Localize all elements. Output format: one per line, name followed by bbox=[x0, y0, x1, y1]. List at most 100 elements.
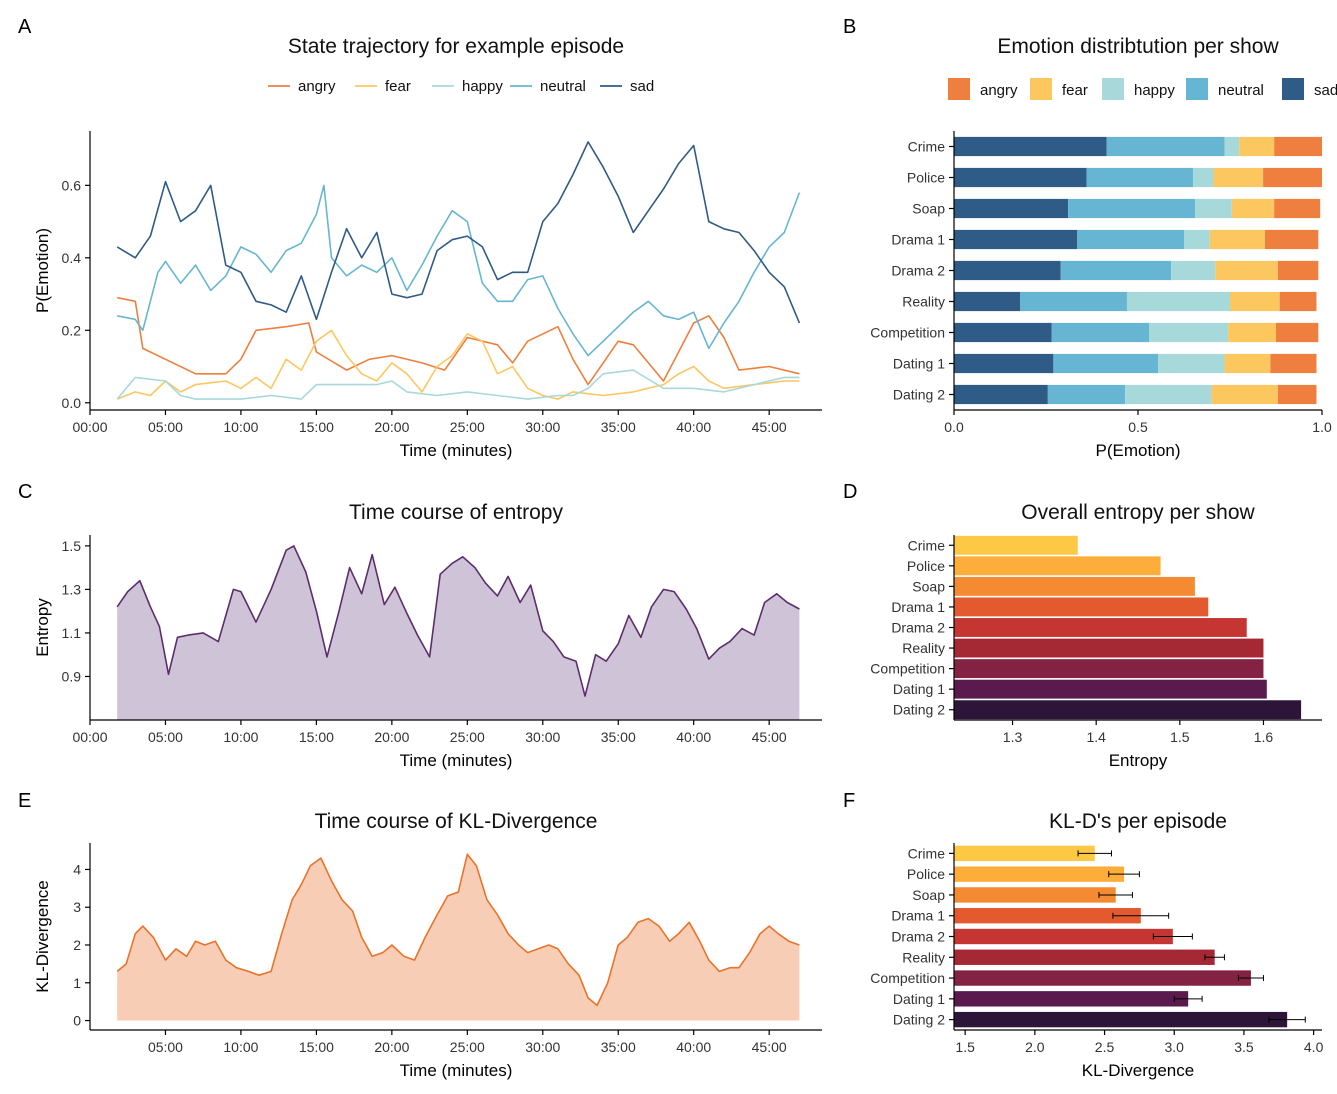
x-tick-label: 35:00 bbox=[601, 419, 636, 435]
bar-police bbox=[954, 866, 1125, 882]
legend-label-fear: fear bbox=[385, 78, 411, 95]
legend-label-neutral: neutral bbox=[1218, 82, 1264, 99]
x-tick-label: 45:00 bbox=[752, 729, 787, 745]
chart-title: State trajectory for example episode bbox=[288, 35, 624, 58]
x-tick-label: 25:00 bbox=[450, 419, 485, 435]
category-label: Drama 1 bbox=[891, 599, 945, 615]
category-label: Crime bbox=[908, 845, 946, 861]
bar-segment-angry bbox=[1270, 353, 1317, 374]
panel-letter: D bbox=[843, 481, 857, 503]
legend-label-happy: happy bbox=[1134, 82, 1175, 99]
bar-drama-1 bbox=[954, 908, 1141, 924]
bar-competition bbox=[954, 659, 1264, 679]
series-line-happy bbox=[116, 369, 800, 400]
bar-drama-1 bbox=[954, 597, 1209, 617]
category-label: Competition bbox=[870, 325, 945, 341]
bar-segment-sad bbox=[954, 229, 1078, 250]
category-label: Crime bbox=[908, 139, 946, 155]
bar-crime bbox=[954, 845, 1095, 862]
bar-segment-angry bbox=[1277, 384, 1317, 405]
y-tick-label: 1 bbox=[73, 975, 81, 991]
y-tick-label: 2 bbox=[73, 937, 81, 953]
chart-title: Emotion distribtution per show bbox=[997, 35, 1279, 58]
bar-segment-angry bbox=[1274, 136, 1322, 157]
x-tick-label: 2.5 bbox=[1095, 1039, 1115, 1055]
legend-swatch-sad bbox=[1282, 78, 1304, 100]
x-tick-label: 30:00 bbox=[525, 1039, 560, 1055]
x-tick-label: 0.0 bbox=[944, 419, 964, 435]
bar-reality bbox=[954, 949, 1215, 965]
panel-letter: B bbox=[843, 16, 856, 38]
x-tick-label: 20:00 bbox=[374, 729, 409, 745]
category-label: Drama 1 bbox=[891, 908, 945, 924]
bar-segment-happy bbox=[1125, 384, 1212, 405]
x-tick-label: 15:00 bbox=[299, 729, 334, 745]
bar-police bbox=[954, 556, 1161, 576]
bar-segment-happy bbox=[1224, 136, 1240, 157]
panel-letter: E bbox=[18, 790, 31, 812]
category-label: Soap bbox=[912, 887, 945, 903]
bar-segment-neutral bbox=[1077, 229, 1184, 250]
y-tick-label: 1.1 bbox=[62, 625, 82, 641]
y-tick-label: 0 bbox=[73, 1013, 81, 1029]
bar-segment-angry bbox=[1263, 167, 1322, 188]
bar-segment-fear bbox=[1213, 167, 1264, 188]
panel-b-emotion-distribution: B Emotion distribtution per show Crime Poli… bbox=[843, 16, 1337, 460]
x-tick-label: 35:00 bbox=[601, 1039, 636, 1055]
x-tick-label: 45:00 bbox=[752, 419, 787, 435]
x-axis-label: Time (minutes) bbox=[400, 751, 513, 770]
bar-segment-sad bbox=[954, 167, 1087, 188]
legend-swatch-neutral bbox=[1186, 78, 1208, 100]
x-tick-label: 40:00 bbox=[676, 1039, 711, 1055]
bar-segment-sad bbox=[954, 291, 1021, 312]
bar-segment-angry bbox=[1276, 322, 1319, 343]
legend-swatch-angry bbox=[948, 78, 970, 100]
category-label: Drama 1 bbox=[891, 232, 945, 248]
panel-a-trajectory: A State trajectory for example episode 00:… bbox=[18, 16, 822, 460]
area-fill bbox=[117, 854, 800, 1021]
chart-title: Time course of KL-Divergence bbox=[315, 810, 598, 833]
legend-label-sad: sad bbox=[630, 78, 654, 95]
x-tick-label: 1.0 bbox=[1312, 419, 1332, 435]
bar-segment-happy bbox=[1126, 291, 1230, 312]
series-line-kl bbox=[116, 853, 800, 1007]
x-tick-label: 00:00 bbox=[72, 729, 107, 745]
x-tick-label: 1.3 bbox=[1003, 729, 1023, 745]
category-label: Drama 2 bbox=[891, 620, 945, 636]
legend-swatch-fear bbox=[1030, 78, 1052, 100]
bar-segment-sad bbox=[954, 353, 1054, 374]
x-tick-label: 35:00 bbox=[601, 729, 636, 745]
x-tick-label: 3.0 bbox=[1165, 1039, 1185, 1055]
legend-label-angry: angry bbox=[980, 82, 1018, 99]
bar-segment-neutral bbox=[1053, 353, 1159, 374]
x-tick-label: 20:00 bbox=[374, 419, 409, 435]
bar-dating-2 bbox=[954, 1011, 1288, 1028]
bar-segment-fear bbox=[1228, 322, 1276, 343]
bar-dating-1 bbox=[954, 991, 1189, 1007]
bar-segment-fear bbox=[1211, 384, 1278, 405]
panel-c-entropy-timecourse: C Time course of entropy 00:00 05:00 10:00 15… bbox=[18, 481, 822, 770]
bar-segment-angry bbox=[1277, 260, 1319, 281]
category-label: Dating 2 bbox=[893, 387, 945, 403]
y-tick-label: 4 bbox=[73, 861, 81, 877]
category-label: Reality bbox=[902, 949, 945, 965]
category-label: Dating 1 bbox=[893, 681, 945, 697]
x-tick-label: 40:00 bbox=[676, 729, 711, 745]
x-tick-label: 20:00 bbox=[374, 1039, 409, 1055]
category-label: Police bbox=[907, 866, 945, 882]
legend-label-fear: fear bbox=[1062, 82, 1088, 99]
category-label: Police bbox=[907, 558, 945, 574]
area-fill bbox=[117, 545, 800, 720]
series-line-sad bbox=[116, 141, 801, 324]
x-tick-label: 25:00 bbox=[450, 729, 485, 745]
bar-segment-neutral bbox=[1068, 198, 1196, 219]
bar-segment-neutral bbox=[1106, 136, 1225, 157]
bar-segment-neutral bbox=[1020, 291, 1127, 312]
series-line-entropy bbox=[116, 545, 800, 697]
series-line-fear bbox=[116, 329, 800, 400]
y-tick-label: 0.6 bbox=[62, 177, 82, 193]
category-label: Soap bbox=[912, 578, 945, 594]
bar-segment-fear bbox=[1230, 291, 1280, 312]
y-tick-label: 1.3 bbox=[62, 581, 82, 597]
bar-segment-angry bbox=[1264, 229, 1319, 250]
